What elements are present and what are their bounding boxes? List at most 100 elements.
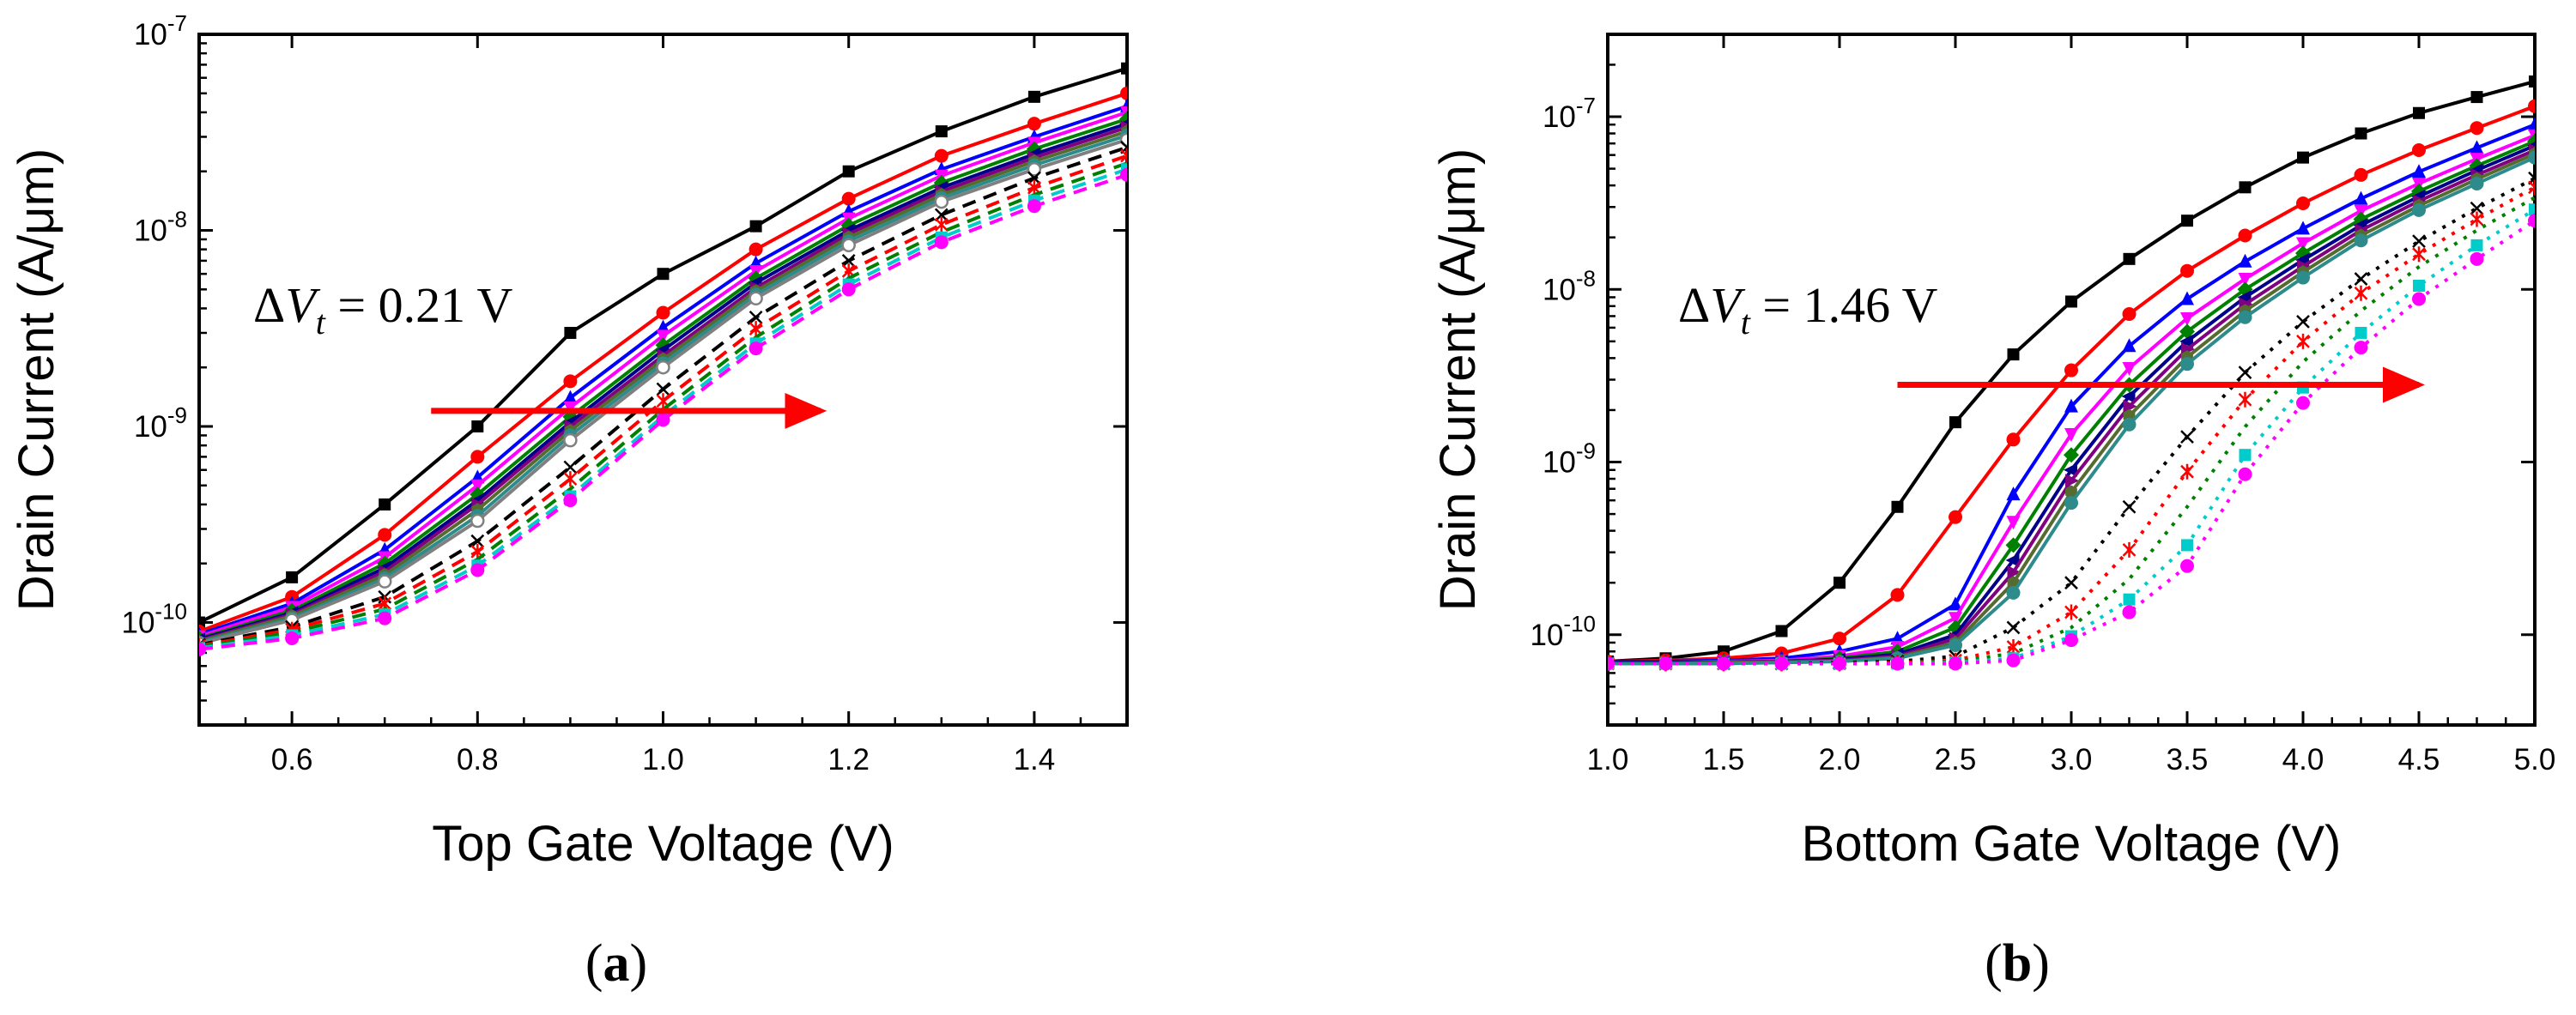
data-point	[1121, 62, 1127, 75]
data-point	[2470, 251, 2484, 266]
data-point	[934, 235, 949, 250]
data-point	[285, 631, 300, 646]
data-point	[2296, 237, 2310, 251]
series-line	[1608, 219, 2535, 666]
x-tick-label: 2.5	[1935, 743, 1977, 776]
data-point	[841, 238, 856, 253]
data-point	[1027, 171, 1041, 185]
data-point	[2296, 396, 2310, 410]
data-point	[2181, 539, 2193, 552]
data-point	[842, 165, 855, 178]
data-point	[2005, 553, 2020, 567]
data-point	[2007, 565, 2021, 579]
series-line	[199, 161, 1127, 649]
data-point	[470, 534, 485, 548]
data-point	[749, 341, 763, 356]
data-point	[2239, 449, 2252, 462]
data-point	[2355, 127, 2367, 140]
x-tick-label: 1.4	[1014, 743, 1056, 776]
data-point	[470, 450, 485, 464]
data-point	[2180, 311, 2194, 326]
data-point	[2470, 211, 2484, 227]
data-point	[934, 148, 949, 163]
data-point	[749, 220, 762, 233]
data-point	[1120, 148, 1127, 164]
data-point	[2238, 253, 2252, 268]
x-tick-label: 2.0	[1819, 743, 1861, 776]
data-point	[2296, 221, 2310, 235]
data-point	[2528, 117, 2535, 131]
data-point	[2528, 179, 2535, 196]
data-point	[2354, 285, 2368, 301]
data-point	[1949, 656, 1962, 671]
data-point	[749, 311, 763, 324]
data-point	[2528, 214, 2535, 228]
data-point	[2296, 196, 2310, 210]
data-point	[2006, 653, 2021, 668]
data-point	[2006, 432, 2021, 447]
data-point	[656, 329, 670, 344]
data-point	[2006, 585, 2021, 600]
data-point	[2006, 486, 2021, 501]
series-line	[1608, 208, 2535, 666]
data-point	[2179, 323, 2195, 340]
data-point	[2412, 234, 2426, 249]
data-point	[1775, 625, 1788, 637]
data-point	[377, 574, 392, 589]
data-point	[378, 528, 392, 542]
panel-label: (b)	[1985, 934, 2050, 993]
x-tick-label: 3.0	[2051, 743, 2093, 776]
data-point	[1658, 656, 1673, 671]
data-point	[1027, 162, 1042, 177]
series-line	[199, 137, 1127, 646]
data-point	[1949, 637, 1962, 652]
data-point	[1027, 199, 1041, 214]
data-point	[2412, 164, 2426, 178]
data-point	[1833, 656, 1846, 671]
series-line	[199, 122, 1127, 642]
data-point	[2296, 333, 2310, 349]
series-line	[199, 172, 1127, 651]
data-point	[1608, 656, 1615, 671]
data-point	[2529, 75, 2535, 88]
x-tick-label: 0.6	[271, 743, 313, 776]
plot-frame	[1606, 33, 2537, 727]
data-point	[2065, 295, 2077, 308]
data-point	[2180, 357, 2194, 372]
x-tick-label: 0.8	[457, 743, 499, 776]
data-point	[2064, 363, 2078, 378]
data-point	[2470, 91, 2483, 104]
panel-label: (a)	[585, 934, 647, 993]
data-point	[2181, 214, 2193, 227]
x-tick-label: 3.5	[2167, 743, 2209, 776]
data-point	[2470, 239, 2483, 251]
y-tick-label: 10-8	[1543, 265, 1596, 306]
data-point	[935, 125, 948, 138]
data-point	[563, 460, 578, 474]
data-point	[841, 254, 856, 268]
data-point	[749, 242, 763, 257]
data-point	[2064, 462, 2077, 477]
data-point	[1834, 577, 1846, 589]
series-line	[1608, 185, 2535, 666]
data-point	[2238, 391, 2252, 408]
series-line	[1608, 123, 2535, 663]
data-point	[841, 282, 856, 297]
y-tick-label: 10-10	[1530, 611, 1596, 652]
x-tick-label: 1.0	[1587, 743, 1629, 776]
plot-area	[1608, 75, 2535, 672]
data-point	[2354, 341, 2368, 355]
y-tick-label: 10-8	[134, 207, 187, 248]
data-point	[563, 390, 578, 404]
data-point	[563, 471, 578, 487]
data-point	[2180, 291, 2194, 305]
data-point	[2064, 496, 2078, 511]
y-tick-label: 10-9	[1543, 438, 1596, 480]
data-point	[2065, 474, 2079, 488]
data-point	[2065, 485, 2077, 499]
data-point	[2413, 106, 2425, 119]
data-point	[2296, 315, 2310, 329]
y-tick-label: 10-7	[1543, 93, 1596, 134]
data-point	[1949, 596, 1962, 611]
data-point	[2121, 390, 2136, 404]
